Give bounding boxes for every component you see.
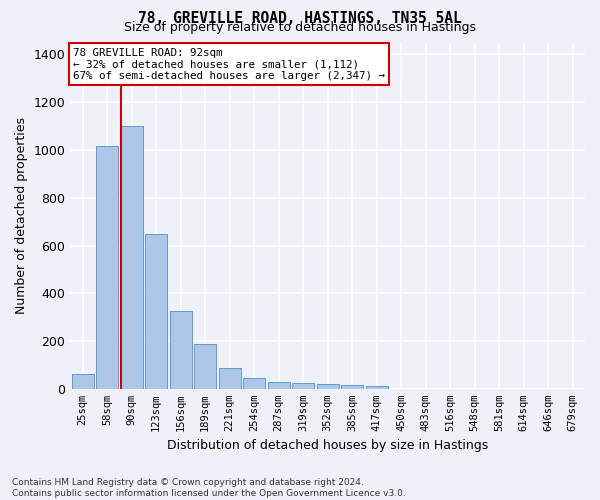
Bar: [71, 374, 94, 389]
Bar: [317, 384, 338, 389]
Y-axis label: Number of detached properties: Number of detached properties: [15, 117, 28, 314]
Text: 78 GREVILLE ROAD: 92sqm
← 32% of detached houses are smaller (1,112)
67% of semi: 78 GREVILLE ROAD: 92sqm ← 32% of detache…: [73, 48, 385, 81]
Text: 78, GREVILLE ROAD, HASTINGS, TN35 5AL: 78, GREVILLE ROAD, HASTINGS, TN35 5AL: [138, 11, 462, 26]
Bar: [170, 311, 191, 389]
Bar: [96, 146, 118, 389]
Text: Size of property relative to detached houses in Hastings: Size of property relative to detached ho…: [124, 21, 476, 34]
Bar: [268, 382, 290, 389]
X-axis label: Distribution of detached houses by size in Hastings: Distribution of detached houses by size …: [167, 440, 488, 452]
Bar: [194, 344, 216, 389]
Bar: [218, 368, 241, 389]
Bar: [341, 385, 363, 389]
Bar: [365, 386, 388, 389]
Bar: [145, 234, 167, 389]
Bar: [292, 383, 314, 389]
Bar: [121, 126, 143, 389]
Text: Contains HM Land Registry data © Crown copyright and database right 2024.
Contai: Contains HM Land Registry data © Crown c…: [12, 478, 406, 498]
Bar: [243, 378, 265, 389]
